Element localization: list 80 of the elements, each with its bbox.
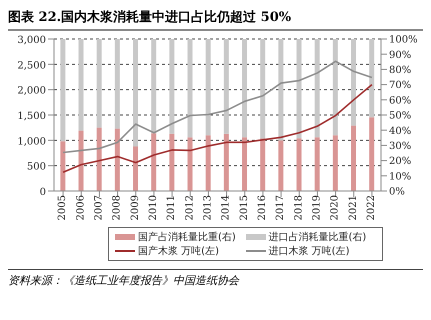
text: 资料来源：《造纸工业年度报告》中国造纸协会: [8, 273, 240, 288]
bar: [369, 39, 374, 118]
bar: [369, 117, 374, 191]
bar: [151, 39, 156, 134]
y2-tick-label: 50%: [389, 110, 412, 122]
bar: [96, 128, 102, 191]
x-tick-label: 2020: [330, 195, 341, 220]
y-tick-label: 0: [40, 187, 46, 198]
bar: [278, 140, 284, 191]
y2-tick-label: 90%: [389, 50, 412, 61]
bar: [169, 39, 174, 134]
bar: [351, 39, 356, 126]
x-tick-label: 2022: [366, 195, 378, 220]
y-tick-label: 2,500: [17, 60, 46, 72]
x-tick-label: 2006: [75, 195, 86, 220]
chart-title: 图表 22.国内木浆消耗量中进口占比仍超过 50%: [8, 8, 423, 31]
bar: [169, 134, 174, 191]
line-series: [62, 60, 373, 154]
bar: [260, 39, 266, 139]
bar: [351, 126, 356, 191]
bar: [242, 39, 248, 138]
bar: [206, 39, 211, 136]
bar: [114, 128, 120, 191]
bar: [260, 138, 266, 191]
x-tick-label: 2005: [57, 195, 68, 220]
x-tick-label: 2017: [275, 195, 286, 220]
bar: [78, 130, 84, 191]
x-tick-label: 2013: [202, 195, 214, 220]
y2-tick-label: 70%: [389, 80, 412, 92]
bar: [151, 133, 156, 191]
bar: [78, 39, 84, 131]
bar: [224, 134, 229, 191]
x-tick-label: 2012: [184, 195, 196, 220]
bar: [188, 39, 193, 138]
bar: [296, 39, 302, 138]
bar: [314, 137, 320, 191]
bar: [133, 39, 138, 146]
bar: [96, 39, 102, 128]
y2-tick-label: 80%: [389, 64, 412, 76]
x-tick-label: 2015: [238, 195, 250, 220]
y-tick-label: 3,000: [17, 35, 46, 46]
legend-label: 进口木浆 万吨(左): [268, 244, 350, 258]
x-tick-label: 2019: [312, 195, 323, 220]
bar: [278, 39, 284, 141]
bar: [332, 135, 338, 191]
bar: [60, 39, 66, 142]
y2-tick-label: 100%: [389, 34, 418, 46]
line-series: [62, 84, 373, 174]
bar: [224, 39, 229, 134]
bar: [114, 39, 120, 129]
bar: [133, 146, 138, 191]
bar: [60, 141, 66, 191]
x-tick-label: 2009: [130, 195, 141, 220]
y2-tick-label: 60%: [389, 95, 412, 106]
bar: [296, 138, 302, 191]
y2-tick-label: 40%: [389, 126, 412, 137]
y-tick-label: 500: [26, 162, 46, 173]
legend-label: 国产木浆 万吨(左): [138, 244, 219, 258]
y2-tick-label: 0%: [389, 186, 405, 198]
x-tick-label: 2021: [348, 195, 359, 220]
y2-tick-label: 20%: [389, 156, 412, 168]
y-tick-label: 1,500: [17, 111, 46, 122]
x-tick-label: 2008: [112, 195, 123, 220]
y2-tick-label: 30%: [389, 140, 412, 152]
bar: [188, 137, 193, 191]
legend-label: 进口占消耗量比重(右): [268, 230, 366, 244]
y-tick-label: 1,000: [17, 136, 46, 148]
x-tick-label: 2007: [94, 195, 105, 220]
bar: [332, 39, 338, 136]
x-tick-label: 2016: [257, 195, 268, 220]
bar: [242, 137, 248, 191]
x-tick-label: 2010: [148, 195, 160, 220]
x-tick-label: 2014: [220, 195, 232, 220]
y-tick-label: 2,000: [17, 86, 46, 97]
y2-tick-label: 10%: [389, 171, 412, 182]
x-tick-label: 2018: [293, 195, 304, 220]
bar: [206, 135, 211, 191]
legend-label: 国产占消耗量比重(右): [138, 230, 236, 244]
bar: [314, 39, 320, 138]
x-tick-label: 2011: [166, 195, 178, 220]
